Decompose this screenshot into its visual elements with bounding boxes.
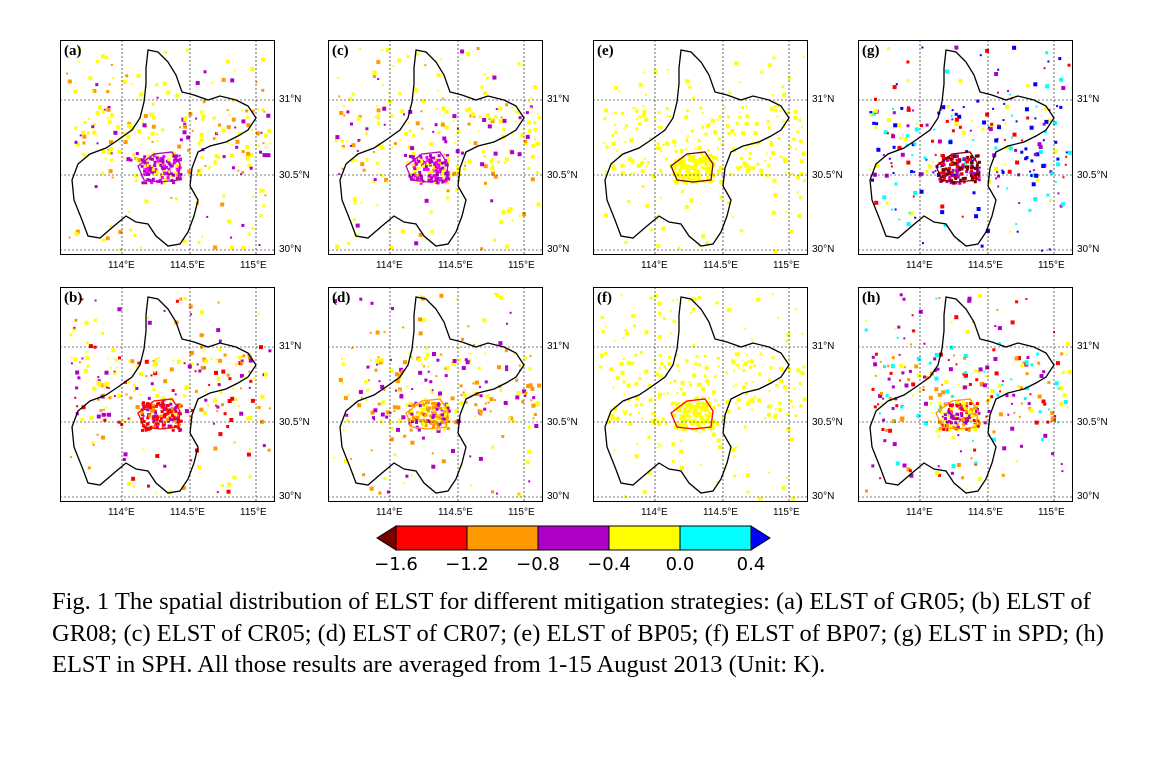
map-plot <box>858 40 1073 255</box>
map-plot <box>328 287 543 502</box>
map-plot <box>593 287 808 502</box>
lon-tick: 114°E <box>641 507 668 518</box>
lon-tick: 114°E <box>376 507 403 518</box>
lat-tick: 30°N <box>547 491 570 502</box>
colorbar-tick: −1.2 <box>445 554 489 575</box>
map-panel-d: (d) 31°N 30.5°N 30°N 114°E 114.5°E 115°E <box>328 287 598 522</box>
map-panel-b: (b) 31°N 30.5°N 30°N 114°E 114.5°E 115°E <box>60 287 330 522</box>
lon-tick: 114°E <box>108 507 135 518</box>
panel-label: (b) <box>64 290 83 306</box>
lon-tick: 114.5°E <box>703 260 738 271</box>
lat-tick: 30.5°N <box>812 417 843 428</box>
lon-tick: 114.5°E <box>703 507 738 518</box>
map-panel-f: (f) 31°N 30.5°N 30°N 114°E 114.5°E 115°E <box>593 287 863 522</box>
lat-tick: 30.5°N <box>1077 417 1108 428</box>
map-panel-a: (a) 31°N 30.5°N 30°N 114°E 114.5°E 115°E <box>60 40 330 275</box>
lon-tick: 115°E <box>773 507 800 518</box>
lat-tick: 31°N <box>1077 341 1100 352</box>
panel-label: (e) <box>597 43 614 59</box>
lon-tick: 115°E <box>1038 260 1065 271</box>
colorbar: −1.6 −1.2 −0.8 −0.4 0.0 0.4 <box>374 524 772 576</box>
colorbar-bar <box>376 525 771 551</box>
lat-tick: 30°N <box>812 244 835 255</box>
lat-tick: 30.5°N <box>547 417 578 428</box>
lat-tick: 30°N <box>1077 491 1100 502</box>
figure-caption: Fig. 1 The spatial distribution of ELST … <box>52 588 1104 678</box>
lon-tick: 115°E <box>508 260 535 271</box>
lon-tick: 114°E <box>641 260 668 271</box>
lat-tick: 30.5°N <box>1077 170 1108 181</box>
colorbar-tick: −0.8 <box>516 554 560 575</box>
lat-tick: 30°N <box>1077 244 1100 255</box>
lat-tick: 30°N <box>279 244 302 255</box>
map-panel-e: (e) 31°N 30.5°N 30°N 114°E 114.5°E 115°E <box>593 40 863 275</box>
panel-label: (c) <box>332 43 349 59</box>
lon-tick: 114°E <box>376 260 403 271</box>
map-plot <box>593 40 808 255</box>
map-plot <box>60 287 275 502</box>
colorbar-tick: −0.4 <box>587 554 631 575</box>
map-plot <box>858 287 1073 502</box>
lon-tick: 114.5°E <box>438 260 473 271</box>
lon-tick: 114.5°E <box>438 507 473 518</box>
lat-tick: 30°N <box>812 491 835 502</box>
lon-tick: 115°E <box>240 260 267 271</box>
colorbar-tick: 0.4 <box>736 554 766 575</box>
lat-tick: 30.5°N <box>547 170 578 181</box>
lon-tick: 114.5°E <box>968 507 1003 518</box>
lon-tick: 115°E <box>1038 507 1065 518</box>
panel-label: (g) <box>862 43 880 59</box>
lat-tick: 30.5°N <box>279 417 310 428</box>
lon-tick: 115°E <box>773 260 800 271</box>
map-panel-h: (h) 31°N 30.5°N 30°N 114°E 114.5°E 115°E <box>858 287 1128 522</box>
lat-tick: 31°N <box>547 341 570 352</box>
lon-tick: 114.5°E <box>170 260 205 271</box>
lat-tick: 31°N <box>812 341 835 352</box>
lon-tick: 115°E <box>240 507 267 518</box>
panel-label: (a) <box>64 43 82 59</box>
panel-label: (f) <box>597 290 612 306</box>
lat-tick: 30°N <box>279 491 302 502</box>
lat-tick: 31°N <box>279 341 302 352</box>
map-panel-g: (g) 31°N 30.5°N 30°N 114°E 114.5°E 115°E <box>858 40 1128 275</box>
lon-tick: 114°E <box>108 260 135 271</box>
panel-label: (h) <box>862 290 881 306</box>
lat-tick: 30.5°N <box>279 170 310 181</box>
lon-tick: 114.5°E <box>968 260 1003 271</box>
lon-tick: 114°E <box>906 260 933 271</box>
panel-label: (d) <box>332 290 351 306</box>
lon-tick: 115°E <box>508 507 535 518</box>
lon-tick: 114°E <box>906 507 933 518</box>
lon-tick: 114.5°E <box>170 507 205 518</box>
colorbar-tick: −1.6 <box>374 554 418 575</box>
map-panel-c: (c) 31°N 30.5°N 30°N 114°E 114.5°E 115°E <box>328 40 598 275</box>
lat-tick: 31°N <box>1077 94 1100 105</box>
colorbar-tick: 0.0 <box>665 554 695 575</box>
lat-tick: 31°N <box>547 94 570 105</box>
lat-tick: 31°N <box>279 94 302 105</box>
map-plot <box>60 40 275 255</box>
map-plot <box>328 40 543 255</box>
lat-tick: 30.5°N <box>812 170 843 181</box>
lat-tick: 31°N <box>812 94 835 105</box>
lat-tick: 30°N <box>547 244 570 255</box>
